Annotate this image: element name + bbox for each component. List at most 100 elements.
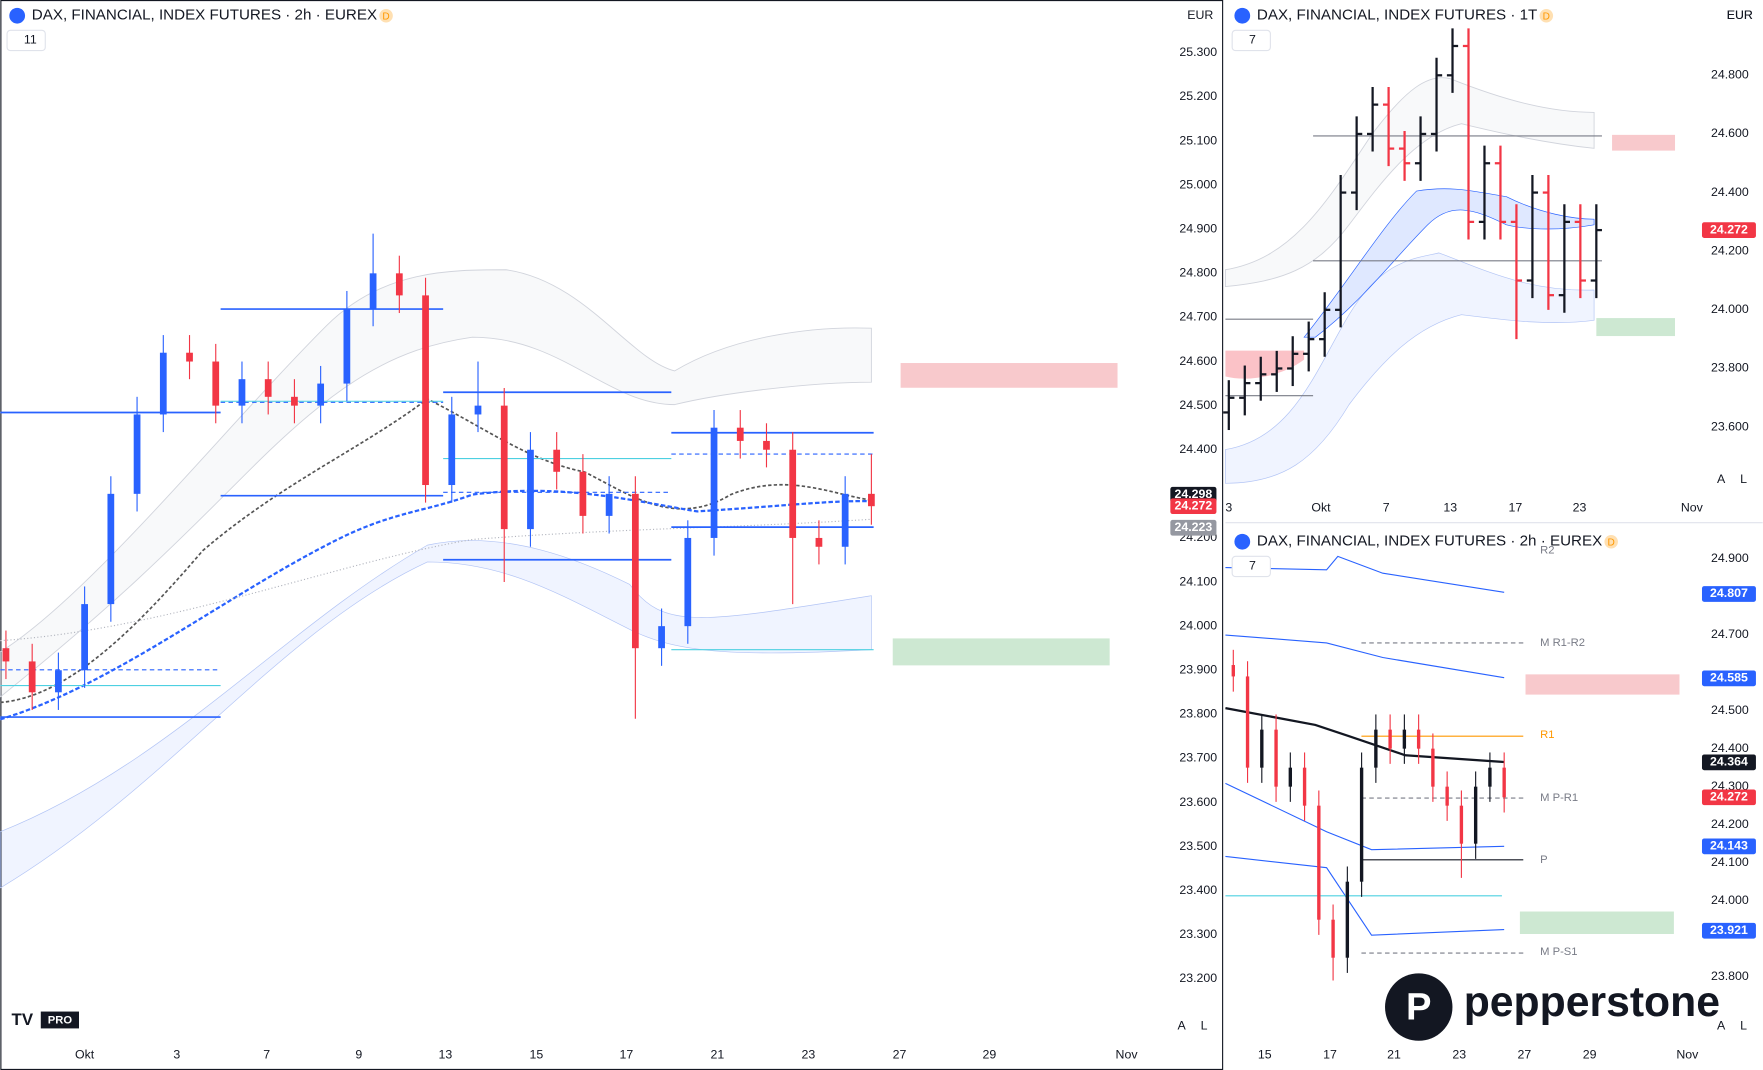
y-tick-label: 24.300 <box>1711 779 1749 793</box>
y-tick-label: 24.000 <box>1711 893 1749 907</box>
price-tag-label: 24.223 <box>1174 520 1212 534</box>
candle-body <box>736 427 744 441</box>
currency: EUR <box>1727 8 1753 22</box>
price-tag <box>1170 519 1217 536</box>
y-tick-label: 25.200 <box>1179 89 1217 103</box>
candle-body <box>500 405 508 530</box>
price-tag-label: 24.272 <box>1710 222 1748 236</box>
scale-button[interactable] <box>1172 1016 1192 1037</box>
scale-button-label: L <box>1201 1018 1208 1032</box>
x-tick-label: 29 <box>1583 1048 1597 1062</box>
source-badge-bg <box>379 8 393 23</box>
price-tag <box>1170 498 1217 515</box>
candle-body <box>395 273 403 296</box>
pivot-label: P <box>1540 854 1547 866</box>
moving-average <box>0 398 872 704</box>
y-tick-label: 23.200 <box>1179 971 1217 985</box>
support-zone <box>1596 318 1676 337</box>
candle-body <box>868 493 875 507</box>
y-tick-label: 24.800 <box>1711 68 1749 82</box>
candle-body <box>448 414 456 486</box>
scale-button[interactable] <box>1712 1016 1732 1037</box>
upper-band <box>0 269 872 698</box>
y-tick-label: 24.600 <box>1711 126 1749 140</box>
candle-body <box>238 379 246 406</box>
x-tick-label: 15 <box>1258 1048 1272 1062</box>
x-tick-label: 21 <box>711 1048 725 1062</box>
indicator-count: 7 <box>1249 33 1256 47</box>
scale-button[interactable] <box>1195 1016 1215 1037</box>
candle-body <box>55 670 62 693</box>
x-tick-label: 17 <box>1323 1048 1337 1062</box>
candle-body <box>1331 919 1335 958</box>
candle-body <box>789 449 797 538</box>
scale-button[interactable] <box>1712 469 1732 491</box>
candle-body <box>133 414 141 494</box>
source-badge-bg <box>1604 535 1618 549</box>
indicator-toggle[interactable] <box>6 29 46 52</box>
cyan-levels <box>0 400 874 687</box>
x-tick-label: 17 <box>1509 500 1523 514</box>
scale-button-label: A <box>1717 472 1726 486</box>
candle-body <box>317 383 325 406</box>
candle-body <box>1260 729 1264 768</box>
candle-body <box>1288 767 1293 787</box>
y-tick-label: 23.800 <box>1711 361 1749 375</box>
price-tag <box>1701 222 1756 238</box>
candle-body <box>1274 729 1278 787</box>
candle-body <box>1359 767 1364 882</box>
source-badge: D <box>382 12 389 23</box>
candle-body <box>1445 786 1449 806</box>
x-tick-label: 7 <box>1383 500 1390 514</box>
scale-button[interactable] <box>1734 469 1754 491</box>
currency: EUR <box>1727 8 1753 22</box>
y-tick-label: 24.200 <box>1711 243 1749 257</box>
source-badge: D <box>1543 12 1550 23</box>
y-tick-label: 24.100 <box>1179 574 1217 588</box>
indicator-toggle[interactable] <box>1231 29 1271 52</box>
candle-body <box>264 379 272 397</box>
symbol-icon <box>1234 533 1251 550</box>
chart-title: DAX, FINANCIAL, INDEX FUTURES · 1T <box>1257 7 1537 24</box>
price-tag <box>1701 838 1756 855</box>
moving-average-long <box>0 489 872 721</box>
y-tick-label: 23.400 <box>1179 883 1217 897</box>
x-tick-label: 17 <box>619 1048 633 1062</box>
chart-title: DAX, FINANCIAL, INDEX FUTURES · 2h · EUR… <box>32 7 377 24</box>
candle-body <box>1416 729 1421 749</box>
candle-body <box>186 352 193 362</box>
source-badge: D <box>1608 538 1615 549</box>
tradingview-logo: TV PRO <box>12 1010 79 1029</box>
candle-body <box>1502 767 1506 798</box>
y-tick-label: 23.600 <box>1711 419 1749 433</box>
y-tick-label: 23.600 <box>1179 795 1217 809</box>
x-tick-label: 21 <box>1387 1048 1401 1062</box>
y-tick-label: 24.900 <box>1179 221 1217 235</box>
scale-button[interactable] <box>1734 1016 1754 1037</box>
candle-body <box>1302 767 1307 806</box>
indicator-toggle[interactable] <box>1231 555 1271 578</box>
main-panel-border <box>0 0 1224 1070</box>
y-tick-label: 25.100 <box>1179 133 1217 147</box>
candle-body <box>631 493 639 649</box>
y-tick-label: 24.400 <box>1179 442 1217 456</box>
y-tick-label: 23.300 <box>1179 927 1217 941</box>
price-tag-label: 24.364 <box>1710 755 1748 769</box>
candle-body <box>605 493 613 516</box>
y-tick-label: 24.800 <box>1179 266 1217 280</box>
y-tick-label: 23.800 <box>1179 707 1217 721</box>
pivot-label: M P-R1 <box>1540 792 1578 804</box>
y-tick-label: 25.300 <box>1179 45 1217 59</box>
candle-body <box>1402 729 1407 749</box>
price-tag <box>1701 754 1756 771</box>
resistance-zone <box>1525 674 1680 695</box>
candle-body <box>579 471 587 516</box>
candle-body <box>159 352 167 415</box>
symbol-icon <box>1234 7 1251 24</box>
candle-body <box>527 449 534 530</box>
candle-body <box>422 295 429 486</box>
resistance-zone <box>900 363 1118 388</box>
candle-body <box>81 604 88 671</box>
candle-body <box>212 361 220 406</box>
x-tick-label: 15 <box>530 1048 544 1062</box>
